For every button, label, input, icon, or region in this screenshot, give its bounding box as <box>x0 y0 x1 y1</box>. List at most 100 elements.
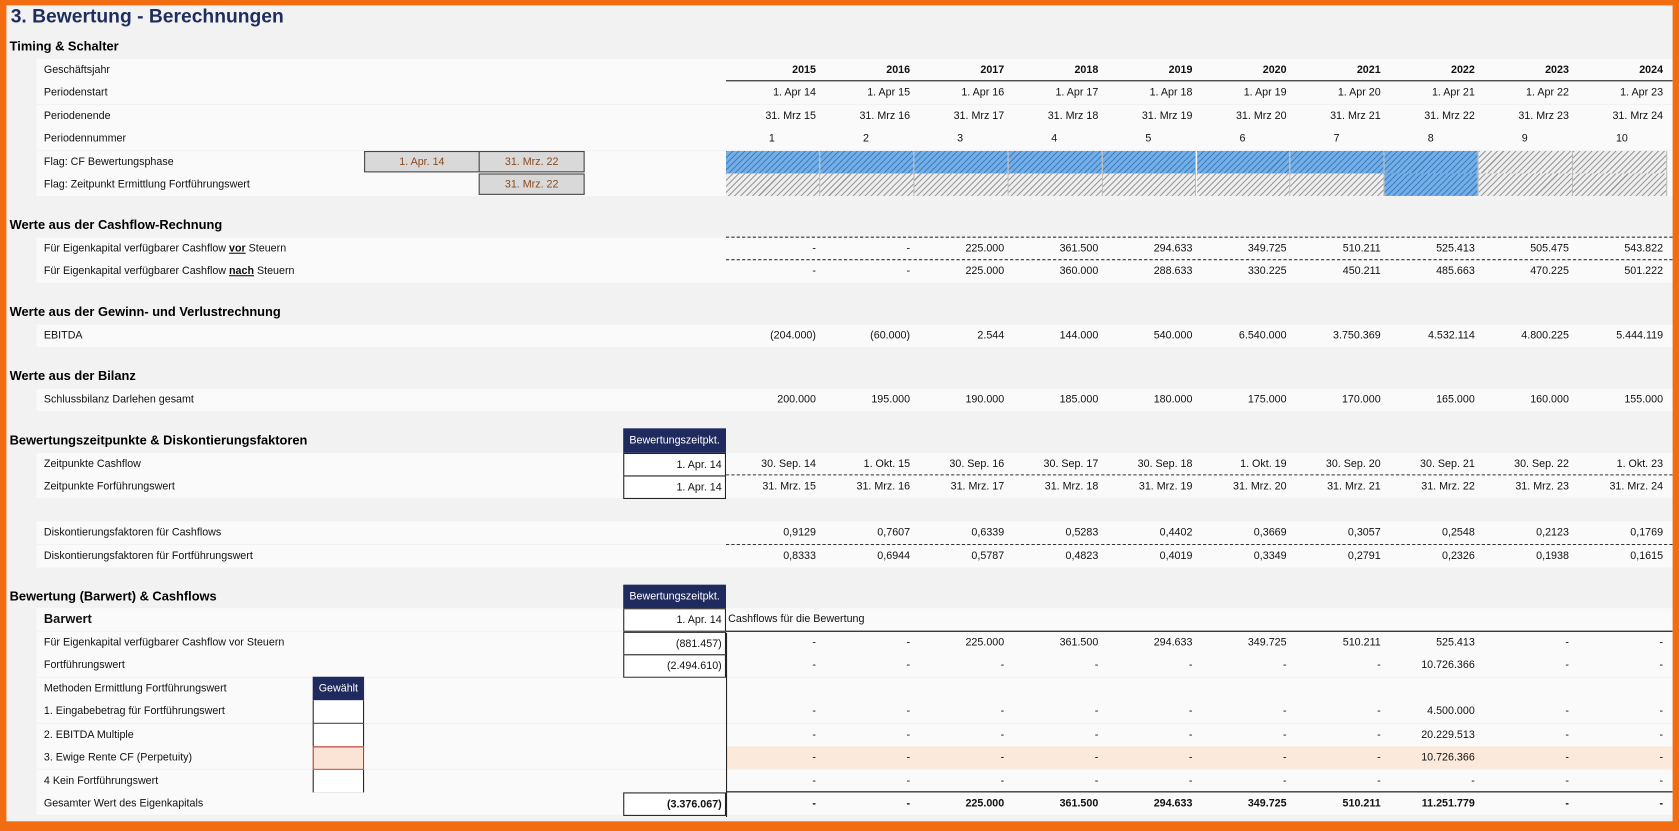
method-select-cell[interactable] <box>312 700 365 724</box>
row-label: Methoden Ermittlung Fortführungswert <box>44 683 227 695</box>
value-cell: - <box>1565 637 1569 649</box>
value-cell: - <box>812 243 816 255</box>
row-band <box>36 104 1673 128</box>
value-cell: - <box>1000 751 1005 764</box>
row-band <box>36 769 1673 793</box>
row-label: 1. Eingabebetrag für Fortführungswert <box>44 706 225 718</box>
valuation-date-cell[interactable]: 1. Apr. 14 <box>623 475 727 499</box>
value-cell: 0,5787 <box>971 550 1005 563</box>
value-cell: - <box>1094 705 1099 718</box>
value-cell: 30. Sep. 17 <box>1043 458 1099 471</box>
value-cell: - <box>906 659 911 672</box>
value-cell: - <box>1094 751 1099 764</box>
year-header: 2023 <box>1545 64 1569 77</box>
section-heading: Werte aus der Cashflow-Rechnung <box>9 217 223 233</box>
row-separator <box>726 543 1673 546</box>
value-cell: 31. Mrz 20 <box>1235 110 1287 123</box>
value-cell: 1. Apr 15 <box>867 86 911 99</box>
row-label: Für Eigenkapital verfügbarer Cashflow na… <box>44 266 295 278</box>
row-label-text: 4 Kein Fortführungswert <box>43 775 159 788</box>
value-cell: 361.500 <box>1059 243 1099 255</box>
flag-inactive-cell <box>726 173 821 196</box>
table-row: Flag: Zeitpunkt Ermittlung Fortführungsw… <box>6 173 1673 196</box>
flag-active-cell <box>1102 150 1197 174</box>
value-cell: 1 <box>768 132 775 145</box>
value-cell: 540.000 <box>1153 329 1193 342</box>
flag-active-cell <box>820 150 915 174</box>
row-label: Für Eigenkapital verfügbarer Cashflow vo… <box>44 637 284 649</box>
row-label-text: Für Eigenkapital verfügbarer Cashflow vo… <box>43 637 285 649</box>
value-cell: - <box>1282 775 1287 788</box>
valuation-date-cell[interactable]: (3.376.067) <box>623 792 727 816</box>
row-label-text: Diskontierungsfaktoren für Fortführungsw… <box>43 550 253 563</box>
value-cell: 2 <box>862 132 869 145</box>
section-heading: Bewertungszeitpunkte & Diskontierungsfak… <box>9 432 308 448</box>
valuation-date-header: Bewertungszeitpkt. <box>623 428 727 453</box>
value-cell: 294.633 <box>1153 797 1193 810</box>
value-cell: 0,1615 <box>1630 550 1664 563</box>
value-cell: - <box>1377 659 1381 672</box>
value-cell: - <box>906 751 911 764</box>
table-row: Für Eigenkapital verfügbarer Cashflow na… <box>6 259 1673 283</box>
value-cell: - <box>812 705 816 718</box>
year-header: 2016 <box>886 64 911 77</box>
valuation-date-cell[interactable]: 1. Apr. 14 <box>623 608 727 632</box>
value-cell: - <box>1188 751 1193 764</box>
flag-active-cell <box>1384 150 1479 174</box>
row-label: 3. Ewige Rente CF (Perpetuity) <box>44 752 192 764</box>
value-cell: 180.000 <box>1153 394 1193 406</box>
table-row: Fortführungswert (2.494.610) - - - - - - - 10.726… <box>6 654 1673 678</box>
value-cell: 1. Apr 21 <box>1431 86 1475 99</box>
value-cell: 3.750.369 <box>1333 329 1381 342</box>
value-cell: - <box>1565 729 1569 741</box>
value-cell: - <box>1188 659 1193 672</box>
value-cell: - <box>812 751 816 764</box>
table-row: 2. EBITDA Multiple - - - - - - - 20.229.513 - - <box>6 723 1673 748</box>
table-row: 1. Eingabebetrag für Fortführungswert - - -… <box>6 700 1673 724</box>
flag-inactive-cell <box>1478 173 1574 196</box>
value-cell: 288.633 <box>1153 265 1193 278</box>
flag-inactive-cell <box>1573 173 1668 196</box>
value-cell: 0,8333 <box>783 550 816 563</box>
flag-start-date-cell[interactable]: 1. Apr. 14 <box>364 150 480 173</box>
value-cell: - <box>1282 705 1287 718</box>
flag-active-cell <box>1008 150 1103 174</box>
row-separator <box>726 236 1673 238</box>
valuation-date-cell[interactable]: 1. Apr. 14 <box>623 452 727 477</box>
valuation-date-cell[interactable]: (2.494.610) <box>623 654 727 678</box>
value-cell: 0,6339 <box>971 526 1005 539</box>
method-select-cell[interactable] <box>312 746 365 770</box>
value-cell: (60.000) <box>870 329 911 342</box>
value-cell: 31. Mrz 16 <box>859 110 911 123</box>
value-cell: 1. Okt. 23 <box>1616 458 1664 471</box>
value-cell: - <box>1282 751 1287 764</box>
value-cell: 470.225 <box>1530 265 1569 278</box>
table-row: Für Eigenkapital verfügbarer Cashflow vo… <box>6 630 1673 656</box>
valuation-date-cell[interactable]: (881.457) <box>623 631 727 656</box>
value-cell: 4 <box>1051 132 1058 145</box>
value-cell: - <box>1188 729 1193 741</box>
method-select-cell[interactable] <box>312 723 365 748</box>
value-cell: 294.633 <box>1153 243 1193 255</box>
value-cell: - <box>1659 637 1664 649</box>
row-band <box>36 700 1673 723</box>
value-cell: 0,3669 <box>1253 526 1287 539</box>
method-select-cell[interactable] <box>312 769 365 794</box>
value-cell: - <box>1000 729 1005 741</box>
valuation-date-header: Bewertungszeitpkt. <box>623 584 727 610</box>
value-cell: 0,2123 <box>1536 526 1569 539</box>
flag-end-date-cell[interactable]: 31. Mrz. 22 <box>478 150 585 173</box>
row-label: Gesamter Wert des Eigenkapitals <box>44 798 203 810</box>
value-cell: 349.725 <box>1247 637 1287 649</box>
row-label-text: Diskontierungsfaktoren für Cashflows <box>43 526 222 539</box>
value-cell: 31. Mrz 19 <box>1141 110 1193 123</box>
flag-end-date-cell[interactable]: 31. Mrz. 22 <box>478 173 585 195</box>
year-header: 2015 <box>792 64 816 77</box>
row-separator <box>726 474 1673 476</box>
table-row: Diskontierungsfaktoren für Fortführungsw… <box>6 543 1673 568</box>
value-cell: 225.000 <box>965 797 1005 810</box>
value-cell: 361.500 <box>1059 797 1099 810</box>
value-cell: 31. Mrz 15 <box>765 110 816 123</box>
value-cell: 0,5283 <box>1065 526 1099 539</box>
value-cell: 360.000 <box>1059 265 1099 278</box>
